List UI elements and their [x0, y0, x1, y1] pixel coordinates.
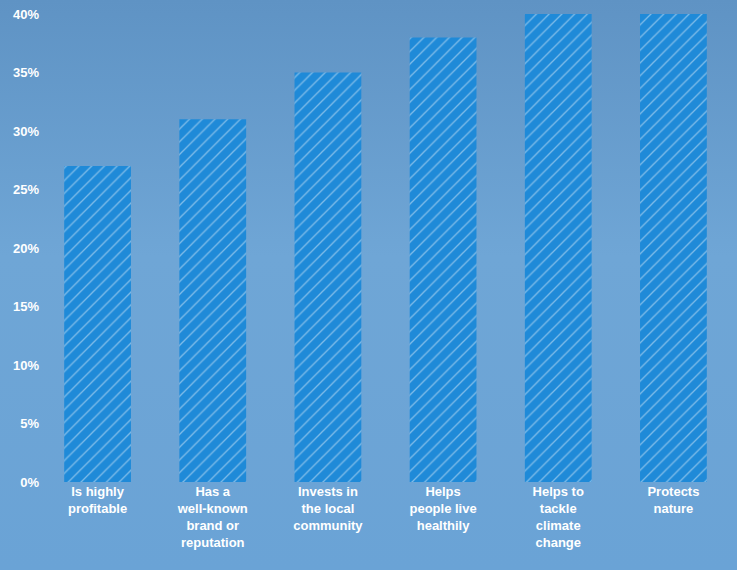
svg-text:Protectsnature: Protectsnature: [647, 484, 699, 516]
svg-text:5%: 5%: [20, 416, 39, 431]
svg-text:Helpspeople livehealthily: Helpspeople livehealthily: [409, 484, 476, 533]
svg-text:0%: 0%: [20, 475, 39, 490]
svg-text:Invests inthe localcommunity: Invests inthe localcommunity: [293, 484, 363, 533]
svg-text:Is highlyprofitable: Is highlyprofitable: [68, 484, 127, 516]
svg-text:10%: 10%: [13, 358, 39, 373]
svg-text:35%: 35%: [13, 65, 39, 80]
svg-text:40%: 40%: [13, 7, 39, 22]
svg-text:20%: 20%: [13, 241, 39, 256]
svg-text:15%: 15%: [13, 299, 39, 314]
svg-text:30%: 30%: [13, 124, 39, 139]
svg-text:25%: 25%: [13, 182, 39, 197]
svg-text:Helps totackleclimatechange: Helps totackleclimatechange: [533, 484, 584, 550]
svg-text:Has awell-knownbrand orreputat: Has awell-knownbrand orreputation: [177, 484, 248, 550]
